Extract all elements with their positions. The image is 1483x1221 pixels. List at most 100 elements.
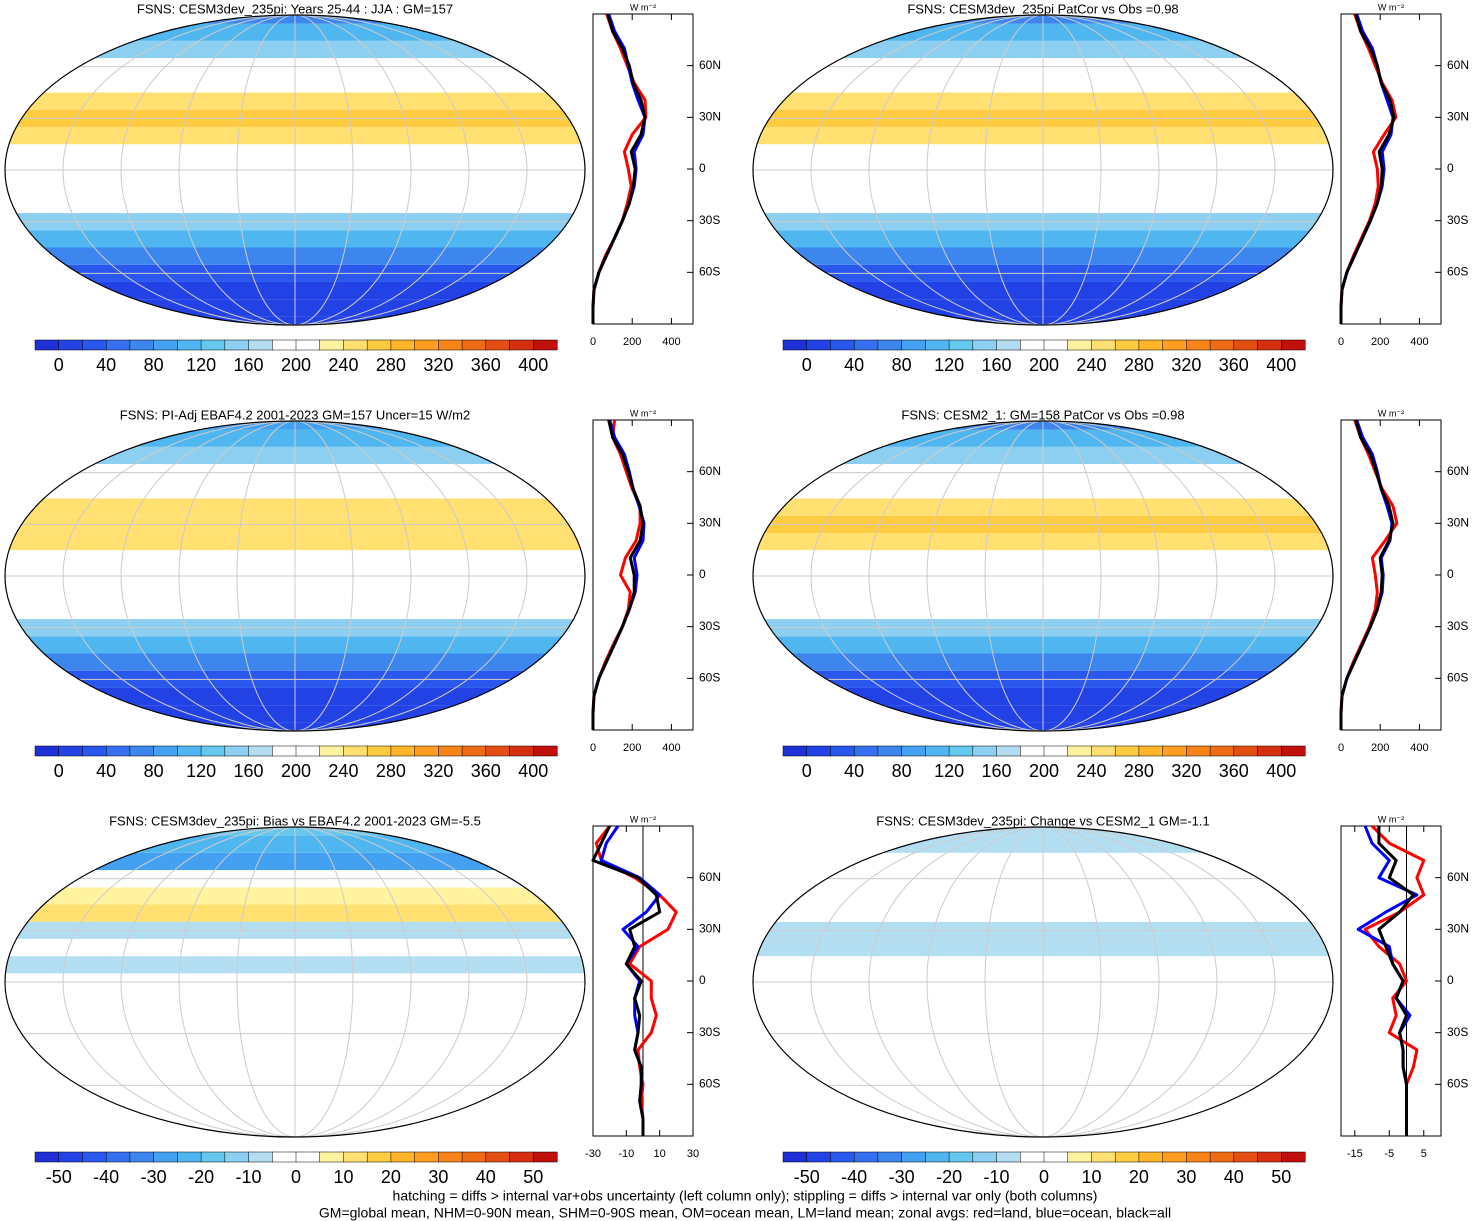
colorbar-box	[248, 339, 273, 351]
colorbar-box	[1020, 745, 1045, 757]
colorbar-label: 40	[844, 761, 864, 781]
colorbar-label: 200	[281, 761, 311, 781]
colorbar-box	[806, 1151, 832, 1163]
y-tick-label: 60N	[699, 58, 721, 72]
zonal-line	[1340, 13, 1395, 291]
colorbar-label: 40	[96, 761, 116, 781]
colorbar-label: 400	[518, 761, 548, 781]
map	[5, 827, 585, 1137]
graticule	[868, 421, 1218, 731]
zonal-line	[1340, 419, 1394, 697]
zonal-unit: W m⁻²	[630, 408, 656, 418]
colorbar-box	[224, 1151, 250, 1163]
colorbar-box	[925, 339, 950, 351]
x-tick-label: 400	[662, 742, 680, 754]
x-tick-label: 400	[1410, 336, 1428, 348]
colorbar-label: 160	[982, 355, 1012, 375]
colorbar-box	[1138, 339, 1164, 351]
graticule	[62, 421, 528, 731]
colorbar-box	[248, 1151, 273, 1163]
colorbar-box	[1233, 1151, 1259, 1163]
colorbar-label: -30	[889, 1167, 915, 1187]
colorbar-box	[509, 339, 534, 351]
colorbar-label: 240	[328, 355, 358, 375]
map	[753, 421, 1333, 731]
map	[5, 15, 585, 325]
colorbar-box	[853, 339, 879, 351]
zonal-unit: W m⁻²	[630, 814, 656, 824]
colorbar-label: 80	[892, 355, 912, 375]
colorbar-box	[806, 339, 832, 351]
colorbar-box	[105, 339, 131, 351]
colorbar-box	[343, 339, 368, 351]
x-tick-label: -15	[1347, 1148, 1363, 1160]
colorbar-box	[1186, 1151, 1211, 1163]
colorbar-label: -20	[188, 1167, 214, 1187]
colorbar-label: 40	[96, 355, 116, 375]
colorbar-box	[272, 339, 297, 351]
colorbar-box	[1209, 1151, 1235, 1163]
colorbar-box	[1043, 745, 1069, 757]
graticule	[868, 827, 1218, 1137]
colorbar-label: 30	[1176, 1167, 1196, 1187]
graticule	[120, 15, 470, 325]
y-tick-label: 60N	[1447, 464, 1469, 478]
graticule	[62, 827, 528, 1137]
map	[753, 827, 1333, 1137]
colorbar-box	[533, 339, 558, 351]
colorbar-box	[129, 339, 155, 351]
colorbar-box	[153, 1151, 178, 1163]
colorbar-label: 20	[381, 1167, 401, 1187]
colorbar-box	[390, 339, 416, 351]
colorbar-box	[972, 745, 998, 757]
x-tick-label: 5	[1421, 1148, 1427, 1160]
map-border	[4, 826, 586, 1138]
colorbar-box	[533, 1151, 558, 1163]
zonal-frame	[1340, 13, 1442, 325]
colorbar-box	[1091, 745, 1116, 757]
zonal-line	[1339, 13, 1396, 324]
colorbar-label: -20	[936, 1167, 962, 1187]
colorbar-label: 200	[1029, 355, 1059, 375]
graticule	[810, 15, 1276, 325]
y-tick-label: 0	[699, 567, 706, 581]
y-tick-label: 60S	[1447, 1077, 1468, 1091]
colorbar-label: 80	[892, 761, 912, 781]
y-tick-label: 60S	[699, 1077, 720, 1091]
colorbar-label: 0	[54, 355, 64, 375]
colorbar-box	[414, 1151, 439, 1163]
colorbar-box	[82, 339, 107, 351]
y-tick-label: 30S	[1447, 213, 1468, 227]
colorbar-label: 360	[471, 761, 501, 781]
x-tick-label: 0	[1338, 336, 1344, 348]
y-tick-label: 30S	[699, 213, 720, 227]
colorbar-box	[782, 1151, 808, 1163]
colorbar-box	[996, 339, 1021, 351]
zonal-line	[1377, 826, 1415, 1136]
zonal-line	[1339, 419, 1399, 730]
colorbar-box	[177, 1151, 202, 1163]
colorbar-label: 50	[1271, 1167, 1291, 1187]
colorbar-label: 240	[328, 761, 358, 781]
colorbar-label: 160	[234, 355, 264, 375]
y-tick-label: 30N	[1447, 110, 1469, 124]
colorbar-label: 120	[186, 355, 216, 375]
colorbar-label: 10	[333, 1167, 353, 1187]
panel-title: FSNS: PI-Adj EBAF4.2 2001-2023 GM=157 Un…	[120, 407, 470, 422]
x-tick-label: 0	[590, 336, 596, 348]
colorbar-box	[1114, 745, 1140, 757]
zonal-line	[1356, 825, 1419, 1102]
colorbar-box	[319, 745, 345, 757]
colorbar-label: 120	[934, 761, 964, 781]
colorbar-label: 240	[1076, 355, 1106, 375]
colorbar-box	[1233, 745, 1259, 757]
x-tick-label: 0	[1338, 742, 1344, 754]
colorbar-box	[129, 745, 155, 757]
colorbar-box	[1209, 339, 1235, 351]
colorbar-box	[1186, 339, 1211, 351]
zonal-line	[1363, 824, 1426, 1136]
colorbar-box	[509, 1151, 534, 1163]
colorbar-box	[366, 339, 392, 351]
colorbar-box	[153, 339, 178, 351]
colorbar-box	[1020, 339, 1045, 351]
